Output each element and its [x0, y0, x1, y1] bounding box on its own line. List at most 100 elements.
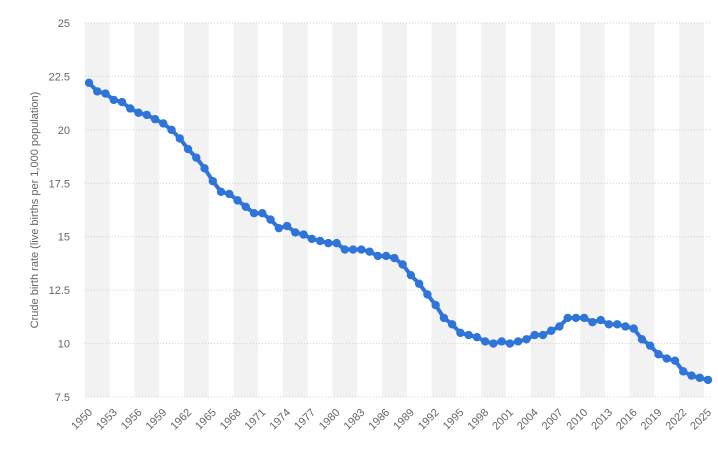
data-point[interactable]: [142, 110, 151, 120]
data-point[interactable]: [423, 290, 432, 299]
data-point[interactable]: [522, 335, 531, 344]
data-point[interactable]: [637, 335, 647, 344]
data-point[interactable]: [291, 228, 300, 237]
data-point[interactable]: [621, 322, 630, 331]
data-point[interactable]: [480, 337, 490, 346]
data-point[interactable]: [679, 367, 688, 376]
data-point[interactable]: [662, 354, 671, 363]
data-point[interactable]: [530, 330, 539, 340]
x-tick-label: 1962: [168, 407, 194, 433]
data-point[interactable]: [695, 373, 704, 382]
data-point[interactable]: [241, 202, 251, 211]
data-point[interactable]: [588, 318, 597, 327]
data-point[interactable]: [472, 332, 482, 342]
column-band: [134, 23, 160, 397]
y-tick-label: 25: [58, 18, 70, 30]
data-point[interactable]: [538, 330, 548, 340]
data-point[interactable]: [546, 326, 556, 335]
x-tick-label: 2016: [614, 407, 640, 433]
data-point[interactable]: [357, 245, 366, 254]
data-point[interactable]: [629, 324, 638, 333]
data-point[interactable]: [183, 144, 193, 154]
data-point[interactable]: [563, 313, 572, 323]
data-point[interactable]: [282, 221, 292, 231]
data-point[interactable]: [365, 247, 374, 256]
data-point[interactable]: [687, 371, 696, 380]
data-point[interactable]: [646, 341, 655, 350]
data-point[interactable]: [381, 251, 391, 261]
data-point[interactable]: [703, 375, 713, 385]
data-point[interactable]: [373, 251, 383, 261]
data-point[interactable]: [447, 320, 457, 329]
data-points: [84, 78, 713, 385]
data-point[interactable]: [101, 89, 110, 98]
data-point[interactable]: [307, 234, 317, 244]
column-bands: [84, 23, 704, 397]
data-point[interactable]: [580, 313, 589, 323]
data-point[interactable]: [464, 330, 473, 340]
data-point[interactable]: [225, 189, 234, 199]
data-point[interactable]: [348, 245, 358, 254]
x-tick-label: 1986: [366, 407, 392, 433]
data-point[interactable]: [134, 108, 143, 117]
data-point[interactable]: [200, 164, 209, 173]
x-tick-label: 1998: [465, 407, 491, 433]
x-tick-label: 1953: [94, 407, 120, 433]
data-point[interactable]: [414, 279, 424, 288]
data-point[interactable]: [555, 322, 564, 331]
data-point[interactable]: [159, 119, 168, 128]
data-point[interactable]: [654, 350, 663, 359]
data-point[interactable]: [431, 300, 440, 310]
data-point[interactable]: [613, 320, 622, 329]
data-point[interactable]: [596, 315, 605, 325]
data-point[interactable]: [126, 104, 135, 113]
data-point[interactable]: [406, 270, 416, 280]
data-point[interactable]: [439, 313, 449, 323]
y-tick-label: 22.5: [49, 71, 70, 83]
data-point[interactable]: [299, 230, 308, 239]
data-point[interactable]: [84, 78, 94, 88]
data-point[interactable]: [398, 260, 407, 269]
data-point[interactable]: [390, 253, 399, 263]
data-point[interactable]: [266, 215, 275, 224]
data-point[interactable]: [93, 87, 102, 96]
x-tick-label: 2019: [639, 407, 665, 433]
x-tick-label: 1980: [317, 407, 343, 433]
data-point[interactable]: [117, 97, 127, 107]
data-point[interactable]: [167, 125, 176, 135]
data-point[interactable]: [332, 238, 341, 248]
data-point[interactable]: [324, 238, 333, 248]
gridlines: [84, 22, 713, 398]
data-point[interactable]: [192, 153, 201, 162]
column-band: [530, 23, 556, 397]
data-point[interactable]: [456, 328, 465, 338]
column-band: [580, 23, 605, 397]
data-point[interactable]: [670, 356, 680, 365]
x-tick-labels: 1950195319561959196219651968197119741977…: [69, 407, 714, 433]
data-point[interactable]: [497, 337, 506, 346]
data-point[interactable]: [315, 236, 325, 246]
x-tick-label: 1971: [243, 407, 269, 433]
data-point[interactable]: [216, 187, 226, 197]
data-point[interactable]: [489, 339, 498, 348]
data-point[interactable]: [513, 337, 523, 346]
x-tick-label: 1977: [292, 407, 318, 433]
data-point[interactable]: [604, 320, 614, 329]
data-point[interactable]: [150, 114, 160, 124]
x-tick-label: 1959: [144, 407, 170, 433]
data-point[interactable]: [571, 313, 581, 323]
data-point[interactable]: [258, 209, 267, 218]
data-point[interactable]: [274, 223, 284, 233]
data-point[interactable]: [505, 339, 515, 348]
data-point[interactable]: [233, 196, 242, 205]
data-point[interactable]: [208, 176, 217, 186]
column-band: [629, 23, 655, 397]
x-tick-label: 2025: [688, 407, 714, 433]
data-point[interactable]: [175, 134, 184, 143]
x-tick-label: 1968: [218, 407, 244, 433]
x-tick-label: 1989: [391, 407, 417, 433]
data-point[interactable]: [109, 95, 118, 105]
data-point[interactable]: [249, 209, 259, 218]
x-tick-label: 1992: [416, 407, 442, 433]
data-point[interactable]: [340, 245, 350, 254]
